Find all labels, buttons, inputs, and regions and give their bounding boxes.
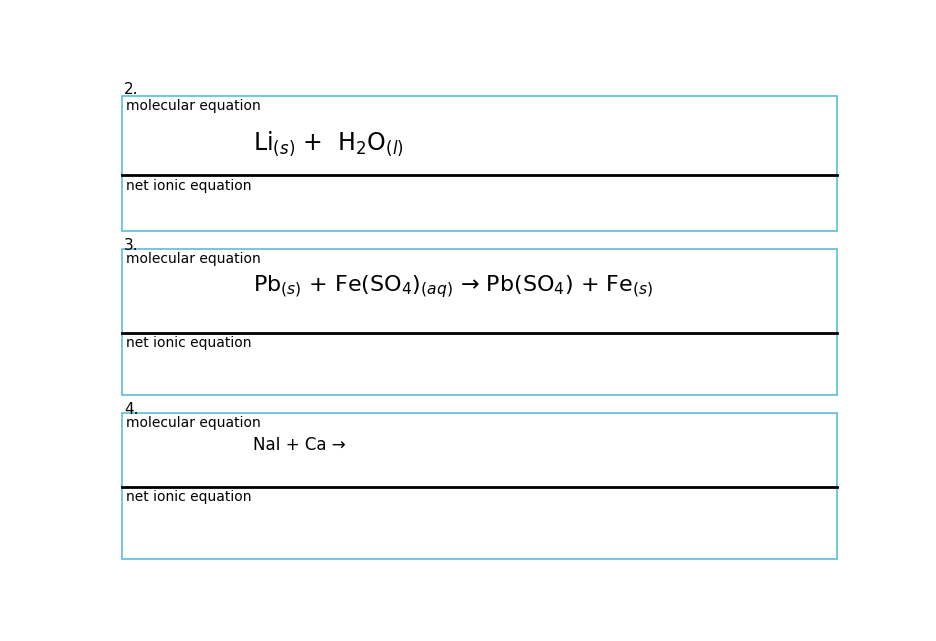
Bar [123, 249, 837, 395]
Text: NaI + Ca →: NaI + Ca → [253, 437, 345, 454]
Text: Li$_{(s)}$ +  H$_2$O$_{(l)}$: Li$_{(s)}$ + H$_2$O$_{(l)}$ [253, 129, 403, 158]
Text: molecular equation: molecular equation [125, 99, 260, 113]
Text: 2.: 2. [124, 82, 139, 97]
Bar [123, 96, 837, 231]
Text: net ionic equation: net ionic equation [125, 336, 251, 349]
Text: molecular equation: molecular equation [125, 416, 260, 429]
Text: net ionic equation: net ionic equation [125, 490, 251, 504]
Text: molecular equation: molecular equation [125, 253, 260, 267]
Bar [123, 413, 837, 559]
Text: Pb$_{(s)}$ + Fe(SO$_4$)$_{(aq)}$ → Pb(SO$_4$) + Fe$_{(s)}$: Pb$_{(s)}$ + Fe(SO$_4$)$_{(aq)}$ → Pb(SO… [253, 274, 653, 300]
Text: 3.: 3. [124, 238, 139, 253]
Text: 4.: 4. [124, 402, 139, 417]
Text: net ionic equation: net ionic equation [125, 179, 251, 192]
